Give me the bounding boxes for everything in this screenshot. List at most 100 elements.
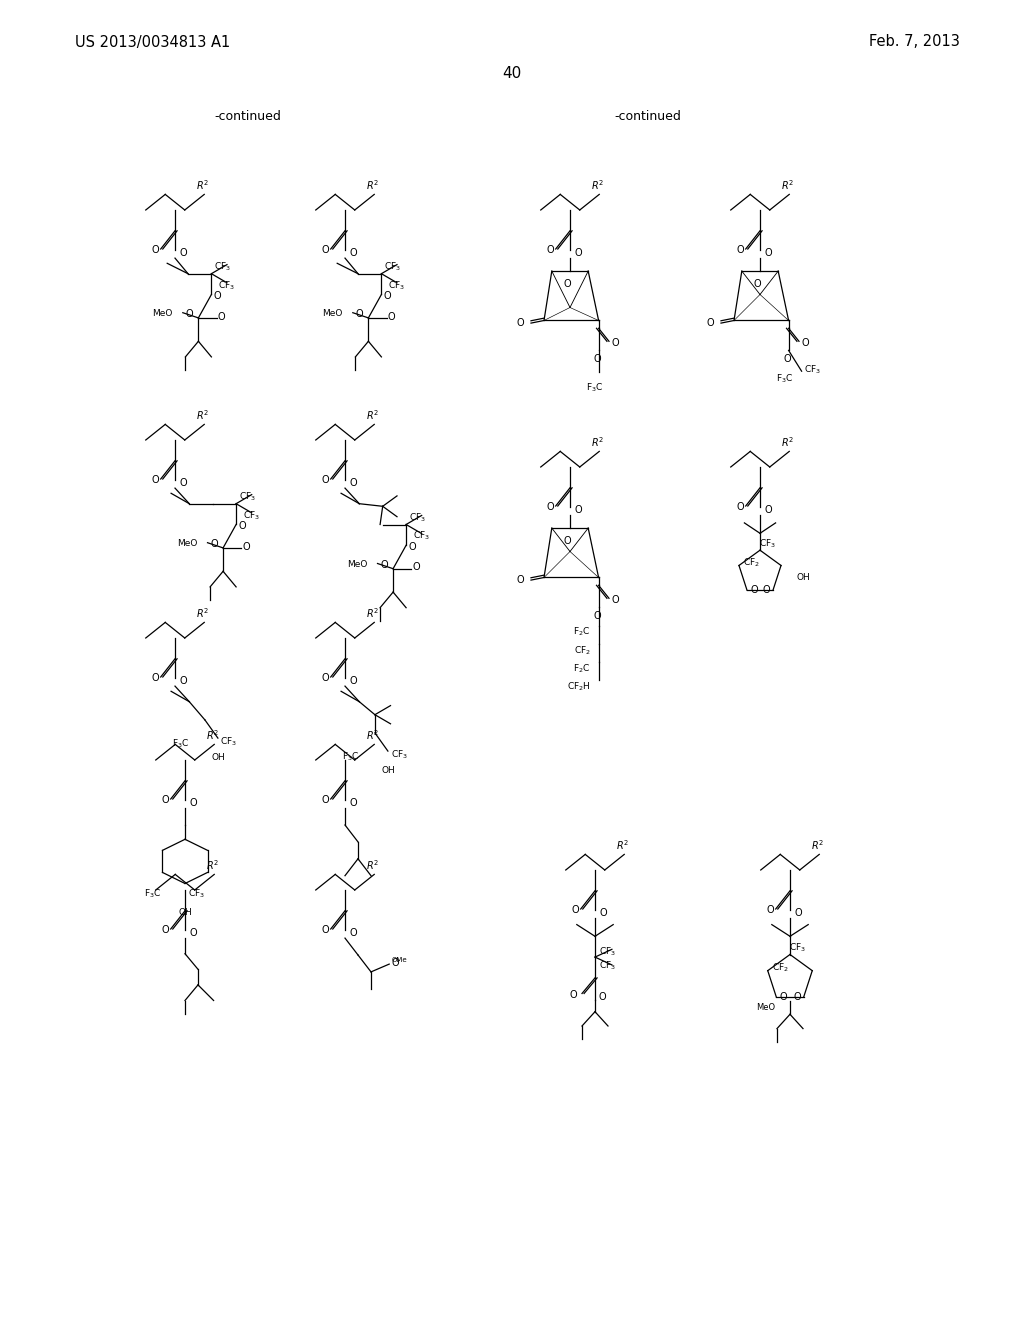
Text: O: O [795, 908, 803, 919]
Text: CF$_3$: CF$_3$ [599, 960, 615, 973]
Text: O: O [210, 539, 218, 549]
Text: O: O [322, 475, 330, 486]
Text: O: O [349, 799, 357, 808]
Text: MeO: MeO [177, 540, 197, 549]
Text: O: O [574, 248, 583, 259]
Text: $R^2$: $R^2$ [367, 178, 380, 193]
Text: O: O [599, 991, 606, 1002]
Text: CF$_2$: CF$_2$ [742, 557, 760, 569]
Text: O: O [765, 248, 772, 259]
Text: $R^2$: $R^2$ [197, 607, 210, 620]
Text: O: O [707, 318, 715, 329]
Text: Feb. 7, 2013: Feb. 7, 2013 [869, 34, 961, 49]
Text: US 2013/0034813 A1: US 2013/0034813 A1 [75, 34, 230, 49]
Text: O: O [355, 309, 364, 319]
Text: $R^2$: $R^2$ [207, 858, 219, 873]
Text: O: O [179, 676, 187, 686]
Text: O: O [571, 906, 580, 915]
Text: MeO: MeO [347, 560, 367, 569]
Text: CF$_3$: CF$_3$ [788, 941, 806, 954]
Text: CF$_3$: CF$_3$ [390, 748, 408, 762]
Text: O: O [763, 585, 770, 595]
Text: $R^2$: $R^2$ [811, 838, 824, 853]
Text: O: O [162, 925, 169, 936]
Text: O: O [413, 562, 420, 573]
Text: F$_3$C: F$_3$C [172, 737, 189, 750]
Text: O: O [547, 503, 554, 512]
Text: O: O [574, 506, 583, 515]
Text: O: O [152, 246, 160, 255]
Text: O: O [736, 246, 744, 255]
Text: $R^2$: $R^2$ [367, 409, 380, 422]
Text: O: O [162, 795, 169, 805]
Text: O: O [517, 576, 524, 585]
Text: O: O [751, 585, 758, 595]
Text: O: O [563, 536, 571, 546]
Text: $R^2$: $R^2$ [367, 607, 380, 620]
Text: O: O [594, 611, 601, 620]
Text: $R^2$: $R^2$ [207, 729, 219, 742]
Text: $R^2$: $R^2$ [197, 178, 210, 193]
Text: O: O [349, 676, 357, 686]
Text: O: O [349, 478, 357, 488]
Text: O: O [152, 475, 160, 486]
Text: O: O [218, 312, 225, 322]
Text: $R^2$: $R^2$ [781, 178, 795, 193]
Text: O: O [736, 503, 744, 512]
Text: OH: OH [381, 766, 395, 775]
Text: O: O [214, 290, 221, 301]
Text: O: O [322, 673, 330, 684]
Text: O: O [563, 279, 571, 289]
Text: O: O [754, 279, 761, 289]
Text: O: O [380, 560, 388, 570]
Text: O: O [569, 990, 577, 999]
Text: -continued: -continued [215, 111, 282, 124]
Text: OH: OH [211, 754, 225, 762]
Text: O: O [783, 354, 792, 363]
Text: F$_2$C: F$_2$C [573, 663, 591, 675]
Text: OH: OH [797, 573, 810, 582]
Text: O: O [322, 925, 330, 936]
Text: OMe: OMe [392, 957, 408, 962]
Text: O: O [794, 991, 801, 1002]
Text: $R^2$: $R^2$ [592, 178, 604, 193]
Text: F$_3$C: F$_3$C [342, 750, 359, 763]
Text: O: O [517, 318, 524, 329]
Text: O: O [322, 795, 330, 805]
Text: CF$_3$: CF$_3$ [409, 512, 426, 524]
Text: O: O [189, 928, 198, 939]
Text: O: O [152, 673, 160, 684]
Text: O: O [767, 906, 774, 915]
Text: O: O [384, 290, 391, 301]
Text: CF$_3$: CF$_3$ [599, 945, 615, 958]
Text: O: O [349, 248, 357, 259]
Text: O: O [239, 521, 247, 531]
Text: CF$_3$: CF$_3$ [218, 279, 234, 292]
Text: O: O [611, 594, 620, 605]
Text: $R^2$: $R^2$ [197, 409, 210, 422]
Text: O: O [765, 506, 772, 515]
Text: O: O [189, 799, 198, 808]
Text: CF$_3$: CF$_3$ [413, 529, 430, 543]
Text: O: O [409, 541, 417, 552]
Text: $R^2$: $R^2$ [592, 436, 604, 449]
Text: F$_3$C: F$_3$C [144, 887, 162, 900]
Text: CF$_3$: CF$_3$ [214, 261, 231, 273]
Text: MeO: MeO [152, 309, 172, 318]
Text: $R^2$: $R^2$ [616, 838, 630, 853]
Text: $R^2$: $R^2$ [367, 858, 380, 873]
Text: O: O [547, 246, 554, 255]
Text: O: O [179, 478, 187, 488]
Text: O: O [322, 246, 330, 255]
Text: O: O [600, 908, 607, 919]
Text: O: O [802, 338, 809, 347]
Text: CF$_3$: CF$_3$ [243, 510, 260, 521]
Text: CF$_3$: CF$_3$ [759, 537, 776, 550]
Text: F$_3$C: F$_3$C [775, 372, 793, 385]
Text: O: O [779, 991, 787, 1002]
Text: O: O [388, 312, 395, 322]
Text: $R^2$: $R^2$ [367, 729, 380, 742]
Text: -continued: -continued [614, 111, 681, 124]
Text: F$_2$C: F$_2$C [573, 626, 591, 639]
Text: O: O [349, 928, 357, 939]
